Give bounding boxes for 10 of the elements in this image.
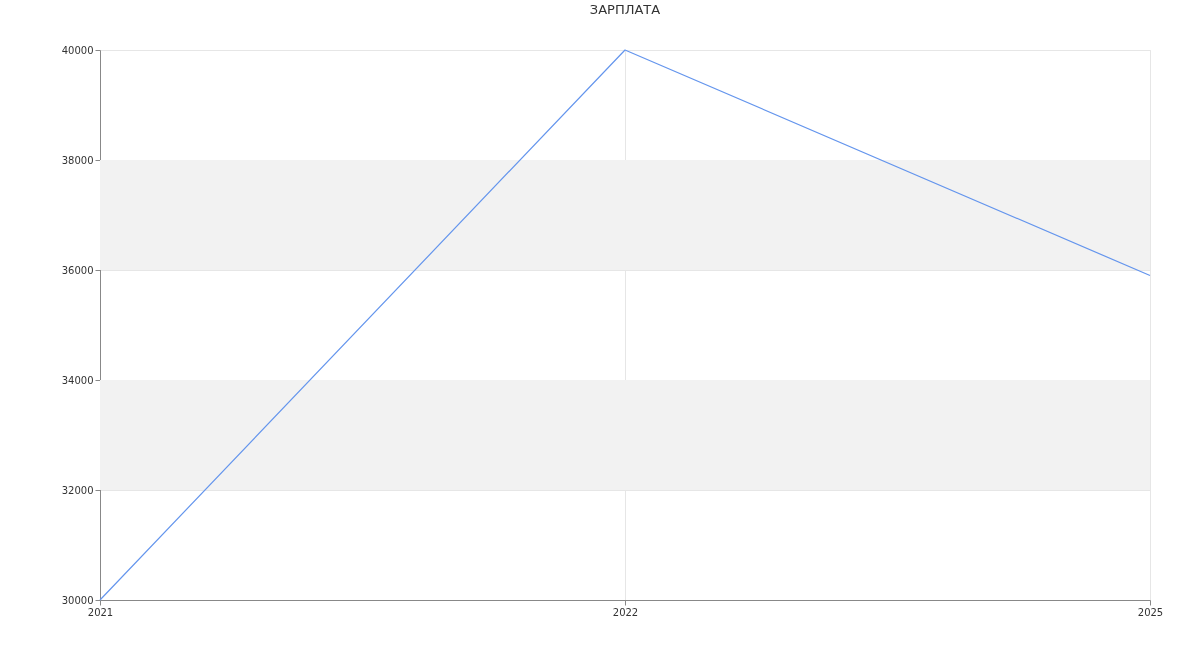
y-tick-label: 38000 [61,154,94,166]
x-tick-label: 2022 [612,606,639,618]
y-tick-label: 30000 [61,594,94,606]
y-tick-label: 40000 [61,44,94,56]
x-tick-label: 2021 [87,606,114,618]
y-tick-label: 36000 [61,264,94,276]
y-tick-label: 32000 [61,484,94,496]
chart-title: ЗАРПЛАТА [589,2,661,17]
x-tick-label: 2025 [1137,606,1164,618]
y-tick-label: 34000 [61,374,94,386]
